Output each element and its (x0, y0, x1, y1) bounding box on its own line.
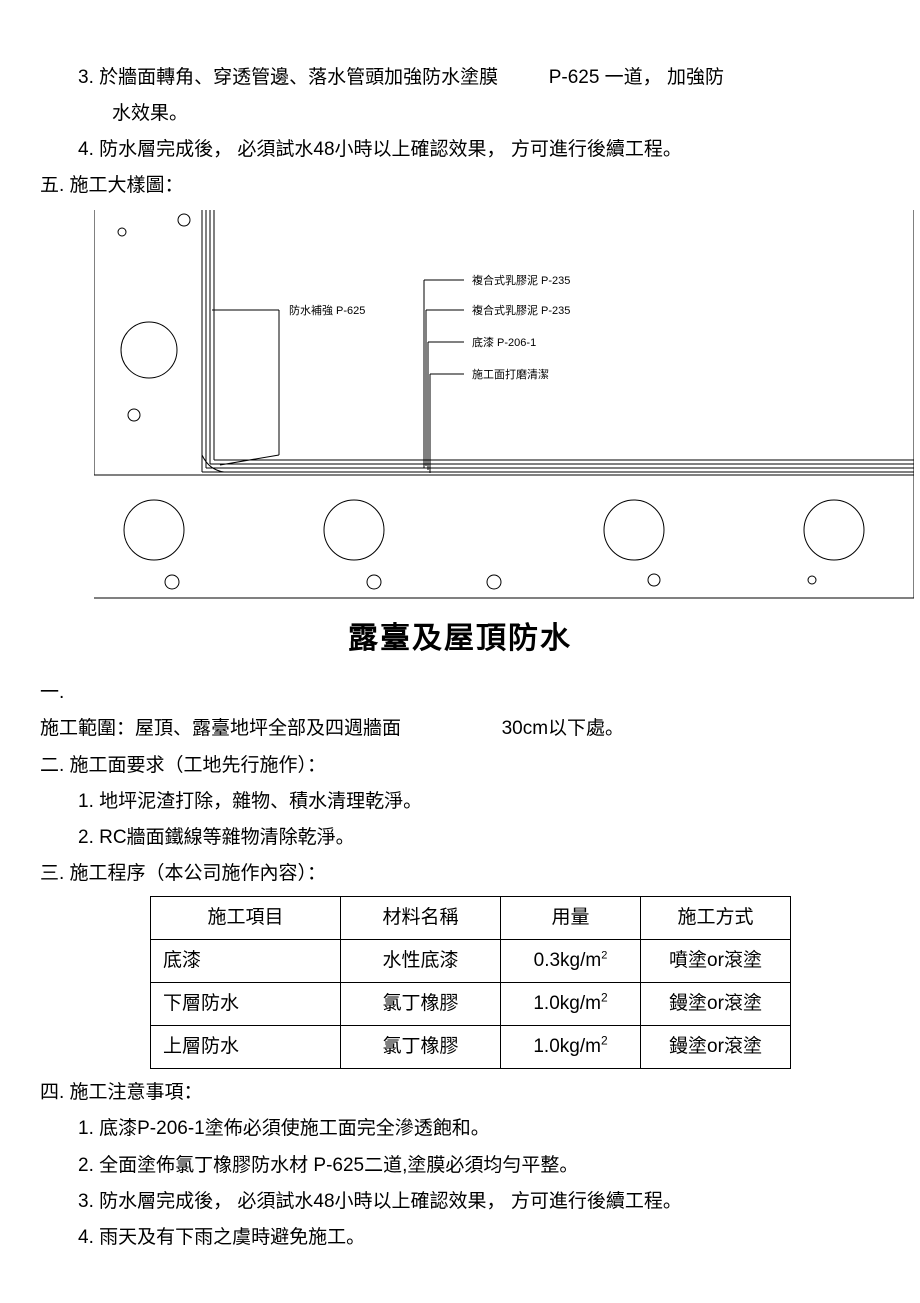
s4-i3: 3. 防水層完成後， 必須試水48小時以上確認效果， 方可進行後續工程。 (40, 1184, 880, 1220)
construction-table: 施工項目 材料名稱 用量 施工方式 底漆 水性底漆 0.3kg/m2 噴塗or滾… (150, 896, 791, 1069)
label-layer3: 底漆 P-206-1 (472, 335, 536, 349)
th-method: 施工方式 (641, 896, 791, 939)
s1-body: 施工範圍：屋頂、露臺地坪全部及四週牆面 30cm以下處。 (40, 711, 880, 747)
s4-heading: 四. 施工注意事項： (40, 1075, 880, 1111)
section-title: 露臺及屋頂防水 (40, 610, 880, 667)
th-item: 施工項目 (151, 896, 341, 939)
label-layer2: 複合式乳膠泥 P-235 (472, 303, 570, 317)
cell: 1.0kg/m2 (501, 983, 641, 1026)
item-3-line2: 水效果。 (40, 96, 880, 132)
construction-diagram: 防水補強 P-625 複合式乳膠泥 P-235 複合式乳膠泥 P-235 底漆 … (40, 210, 880, 600)
s3-heading: 三. 施工程序（本公司施作內容）： (40, 856, 880, 892)
text: 30cm以下處。 (502, 718, 624, 739)
table-row: 底漆 水性底漆 0.3kg/m2 噴塗or滾塗 (151, 940, 791, 983)
cell: 下層防水 (151, 983, 341, 1026)
cell: 氯丁橡膠 (341, 1026, 501, 1069)
text: 施工範圍：屋頂、露臺地坪全部及四週牆面 (40, 718, 401, 739)
cell: 0.3kg/m2 (501, 940, 641, 983)
label-layer4: 施工面打磨清潔 (472, 367, 549, 381)
table-header-row: 施工項目 材料名稱 用量 施工方式 (151, 896, 791, 939)
cell: 氯丁橡膠 (341, 983, 501, 1026)
s4-i1: 1. 底漆P-206-1塗佈必須使施工面完全滲透飽和。 (40, 1111, 880, 1147)
cell: 鏝塗or滾塗 (641, 983, 791, 1026)
cell: 噴塗or滾塗 (641, 940, 791, 983)
heading-5: 五. 施工大樣圖： (40, 168, 880, 204)
label-layer1: 複合式乳膠泥 P-235 (472, 273, 570, 287)
cell: 底漆 (151, 940, 341, 983)
s4-i2: 2. 全面塗佈氯丁橡膠防水材 P-625二道,塗膜必須均勻平整。 (40, 1148, 880, 1184)
item-4: 4. 防水層完成後， 必須試水48小時以上確認效果， 方可進行後續工程。 (40, 132, 880, 168)
text: P-625 一道， 加強防 (549, 67, 724, 88)
cell: 1.0kg/m2 (501, 1026, 641, 1069)
cell: 水性底漆 (341, 940, 501, 983)
item-3-line1: 3. 於牆面轉角、穿透管邊、落水管頭加強防水塗膜 P-625 一道， 加強防 (40, 60, 880, 96)
text: 3. 於牆面轉角、穿透管邊、落水管頭加強防水塗膜 (78, 67, 498, 88)
cell: 上層防水 (151, 1026, 341, 1069)
s2-heading: 二. 施工面要求（工地先行施作）： (40, 748, 880, 784)
table-row: 上層防水 氯丁橡膠 1.0kg/m2 鏝塗or滾塗 (151, 1026, 791, 1069)
table-row: 下層防水 氯丁橡膠 1.0kg/m2 鏝塗or滾塗 (151, 983, 791, 1026)
th-qty: 用量 (501, 896, 641, 939)
s2-i2: 2. RC牆面鐵線等雜物清除乾淨。 (40, 820, 880, 856)
th-material: 材料名稱 (341, 896, 501, 939)
s2-i1: 1. 地坪泥渣打除，雜物、積水清理乾淨。 (40, 784, 880, 820)
s1-heading: 一. (40, 675, 880, 711)
label-reinforce: 防水補強 P-625 (289, 303, 365, 317)
cell: 鏝塗or滾塗 (641, 1026, 791, 1069)
s4-i4: 4. 雨天及有下雨之虞時避免施工。 (40, 1220, 880, 1256)
